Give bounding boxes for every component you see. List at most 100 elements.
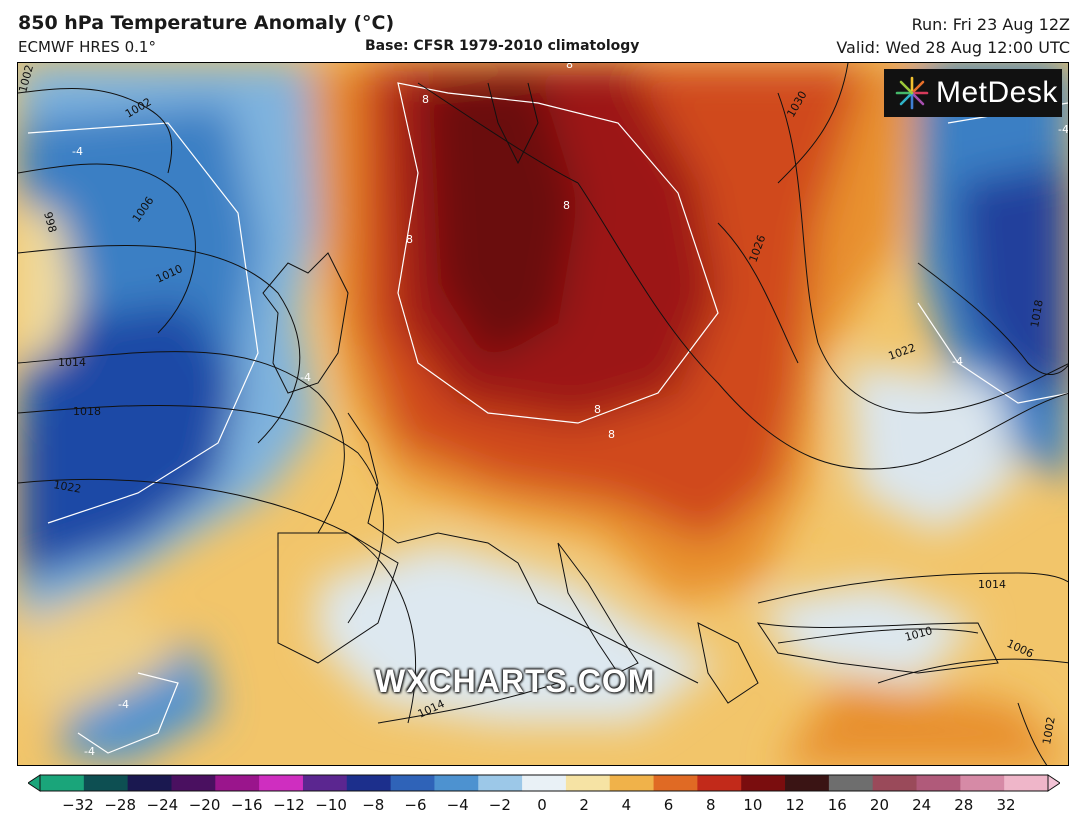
isobar-1014-south [377, 682, 559, 724]
metdesk-starburst-icon [895, 76, 929, 110]
turkey-coast [756, 622, 999, 674]
colorbar-segment [390, 775, 435, 791]
isobar-1022 [18, 479, 416, 724]
isobar-1014-east [757, 572, 1068, 604]
anomaly-label: 8 [608, 428, 615, 441]
isobar-label: 1014 [978, 578, 1006, 591]
colorbar-segment [872, 775, 918, 791]
anomaly-contour-minus4-southwest [77, 672, 179, 754]
colorbar-segment [653, 775, 698, 791]
anomaly-contour-minus4-west [27, 122, 259, 524]
colorbar-tick-label: 6 [663, 796, 674, 814]
greece-coast [697, 622, 759, 704]
colorbar-tick-labels: −32 −28 −24 −20 −16 −12 −10 −8 −6 −4 −2 0 2 4 6 8 10 12 16… [0, 796, 1088, 820]
colorbar-tick-label: 24 [912, 796, 932, 814]
anomaly-contours [27, 82, 1068, 754]
temperature-anomaly-field [18, 63, 1068, 765]
colorbar-segment [259, 775, 304, 791]
colorbar-segment [960, 775, 1005, 791]
east-neutral-zone [848, 363, 1018, 533]
metdesk-logo: MetDesk [884, 69, 1062, 117]
colorbar-segments [40, 775, 1049, 791]
colorbar-segment [828, 775, 874, 791]
isobar-1006 [18, 163, 196, 334]
iberia-coast [277, 532, 399, 664]
colorbar-segment [215, 775, 260, 791]
colorbar-tick-label: 0 [537, 796, 547, 814]
colorbar-tick-label: 10 [743, 796, 763, 814]
anomaly-label: -4 [72, 145, 83, 158]
map-canvas: 1002 1002 998 1006 1010 1014 1018 1022 1… [18, 63, 1068, 765]
colorbar-tick-label: 32 [996, 796, 1016, 814]
colorbar-tick-label: −24 [146, 796, 179, 814]
isobar-label: 1002 [1040, 716, 1058, 746]
colorbar-segment [40, 775, 85, 791]
anomaly-label: 8 [422, 93, 429, 106]
anomaly-label: -4 [300, 371, 311, 384]
colorbar-tick-label: −20 [188, 796, 221, 814]
colorbar-tick-label: 2 [579, 796, 589, 814]
colorbar-tick-label: −16 [230, 796, 263, 814]
isobar-1010 [18, 244, 301, 444]
isobar-label: 1018 [73, 405, 101, 418]
british-isles-coast [262, 252, 349, 394]
norway-coast [487, 82, 539, 165]
colorbar-segment [741, 775, 786, 791]
east-strong-cold-zone [958, 163, 1068, 393]
colorbar-right-arrow [1047, 774, 1060, 792]
colorbar-segment [522, 775, 567, 791]
colorbar [28, 774, 1060, 792]
colorbar-segment [1004, 775, 1049, 791]
continental-coast [347, 412, 699, 684]
turkey-neutral-zone [758, 583, 978, 683]
colorbar-segment [434, 775, 479, 791]
coastlines [262, 82, 999, 704]
anomaly-label: -4 [118, 698, 129, 711]
isobar-label: 1014 [58, 356, 86, 369]
colorbar-tick-label: −8 [362, 796, 385, 814]
colorbar-tick-label: −32 [62, 796, 94, 814]
colorbar-segment [127, 775, 172, 791]
anomaly-label: -4 [84, 745, 95, 758]
isobar-1002 [18, 88, 173, 174]
colorbar-left-arrow [28, 774, 41, 792]
colorbar-segment [171, 775, 216, 791]
isobar-1026 [717, 222, 799, 364]
anomaly-label: 8 [566, 63, 573, 71]
isobar-label: 1022 [52, 478, 82, 496]
isobar-1030 [777, 63, 849, 184]
climatology-base-label: Base: CFSR 1979-2010 climatology [365, 38, 640, 54]
colorbar-tick-label: 20 [869, 796, 889, 814]
anomaly-label: 8 [563, 199, 570, 212]
colorbar-tick-label: −4 [446, 796, 469, 814]
anomaly-contour-minus4-east-lower [917, 302, 1068, 404]
colorbar-tick-label: −6 [404, 796, 427, 814]
model-label: ECMWF HRES 0.1° [18, 38, 156, 56]
anomaly-map: 1002 1002 998 1006 1010 1014 1018 1022 1… [17, 62, 1069, 766]
colorbar-tick-label: −12 [273, 796, 305, 814]
southeast-warm-zone [779, 683, 1068, 765]
colorbar-segment [83, 775, 129, 791]
mediterranean-neutral-zone [318, 543, 718, 723]
colorbar-frame [39, 774, 1049, 792]
isobar-1010-east [777, 628, 979, 644]
isobar-1014 [18, 351, 345, 534]
anomaly-label: 8 [594, 403, 601, 416]
west-mild-zone [18, 603, 178, 713]
anomaly-label: -4 [952, 355, 963, 368]
isobar-label: 998 [41, 210, 59, 234]
italy-coast [557, 542, 639, 674]
colorbar-tick-label: 28 [954, 796, 974, 814]
run-time-label: Run: Fri 23 Aug 12Z [911, 15, 1070, 34]
colorbar-tick-label: −28 [104, 796, 136, 814]
anomaly-contour-8 [397, 82, 719, 424]
anomaly-label: 8 [406, 233, 413, 246]
wxcharts-watermark: WXCHARTS.COM [375, 663, 656, 699]
colorbar-tick-label: 12 [785, 796, 805, 814]
metdesk-logo-text: MetDesk [936, 76, 1058, 109]
isobar-east-band [577, 182, 1068, 470]
isobar-1018-east [917, 262, 1068, 375]
colorbar-segment [346, 775, 392, 791]
isobar-1002-east [1017, 702, 1048, 765]
colorbar-tick-label: 8 [705, 796, 716, 814]
